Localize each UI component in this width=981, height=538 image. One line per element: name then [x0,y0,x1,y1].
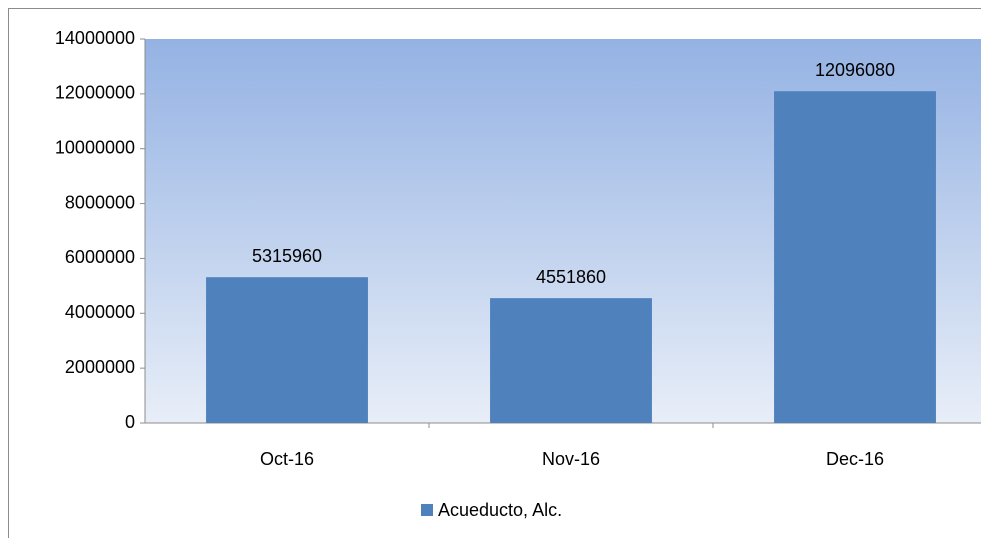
y-tick-label: 4000000 [65,302,135,322]
bar [490,298,652,423]
y-tick-label: 2000000 [65,357,135,377]
y-tick-label: 8000000 [65,192,135,212]
x-tick-label: Dec-16 [826,449,884,469]
y-tick-label: 0 [125,412,135,432]
bar [206,277,368,423]
y-tick-label: 10000000 [55,137,135,157]
x-tick-label: Nov-16 [542,449,600,469]
chart-border [8,8,981,538]
data-label: 5315960 [252,246,322,266]
bar [774,91,936,424]
y-tick-label: 14000000 [55,28,135,48]
y-tick-label: 12000000 [55,83,135,103]
data-label: 4551860 [536,267,606,287]
legend-swatch [421,504,433,516]
data-label: 12096080 [815,60,895,80]
legend-label: Acueducto, Alc. [438,500,562,520]
y-tick-label: 6000000 [65,247,135,267]
x-tick-label: Oct-16 [260,449,314,469]
